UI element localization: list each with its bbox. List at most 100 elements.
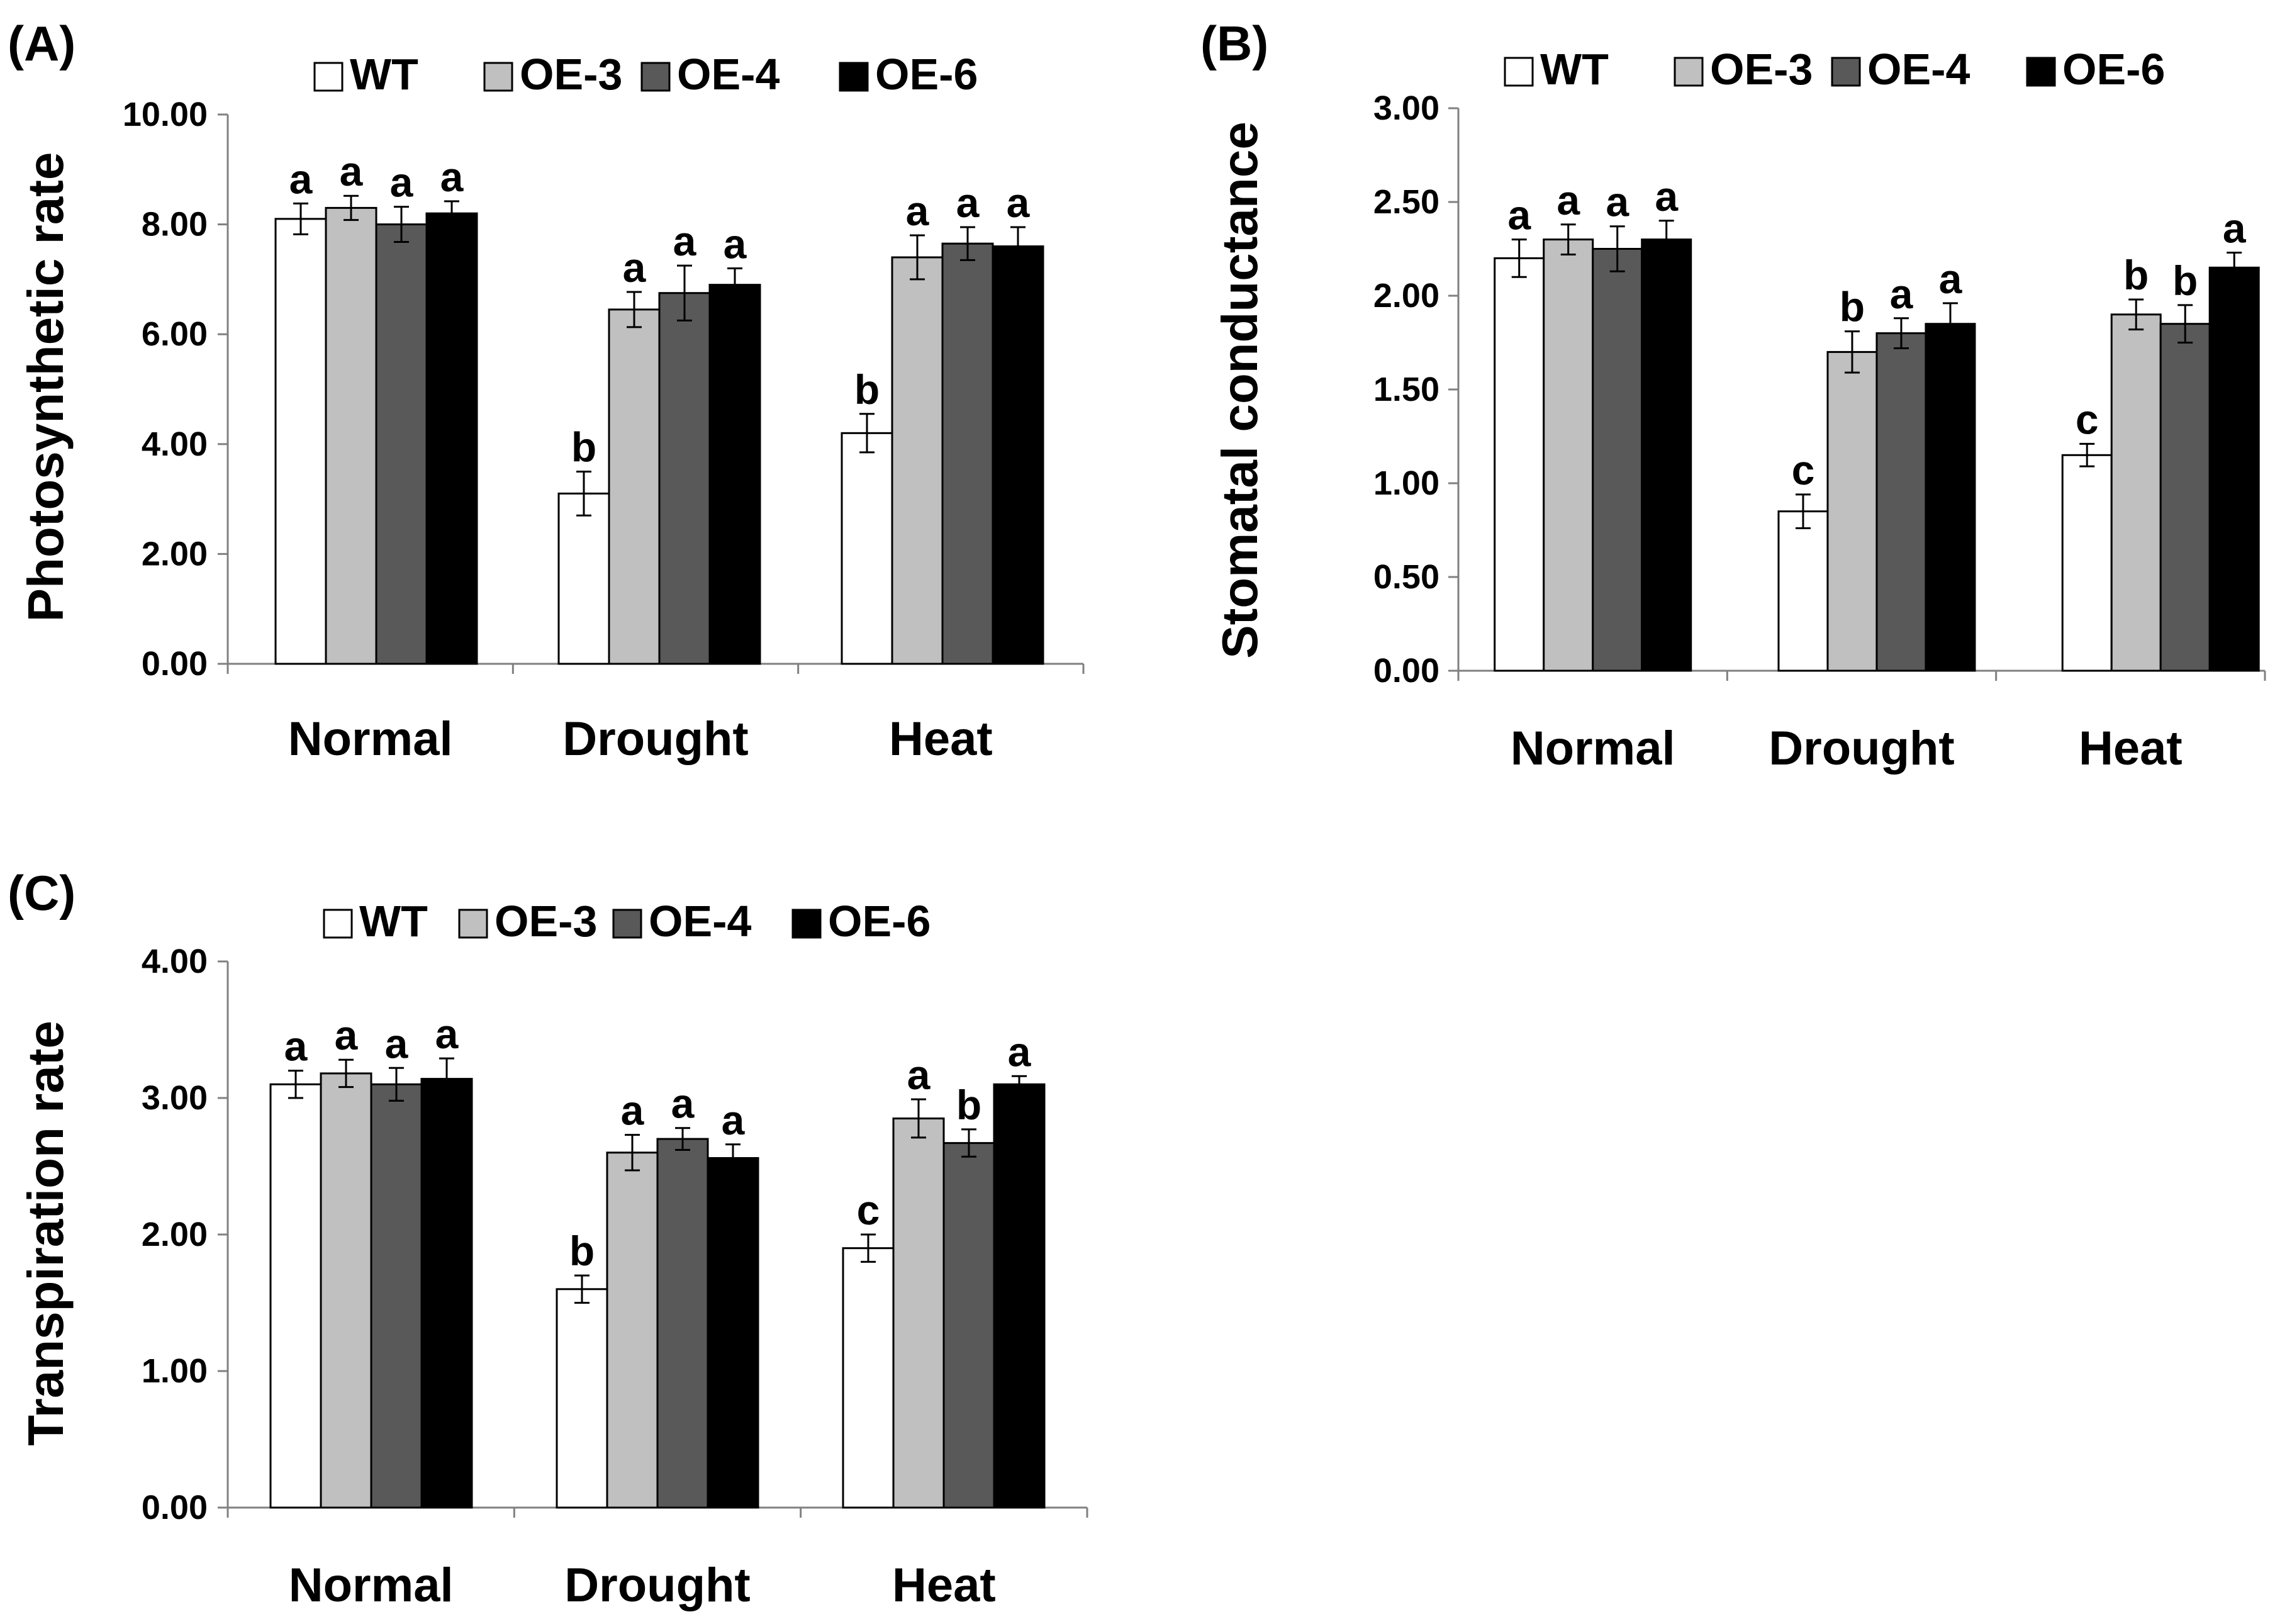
significance-letter: a: [385, 1020, 409, 1067]
y-tick-label: 2.00: [142, 1216, 208, 1253]
significance-letter: a: [1939, 255, 1963, 302]
y-tick-label: 0.50: [1373, 558, 1439, 596]
significance-letter: a: [1507, 192, 1531, 238]
legend-swatch: [1674, 57, 1704, 87]
panel-b: (B) Stomatal conductance WT OE-3 OE-4 OE-6 …: [1200, 16, 2266, 775]
significance-letter: b: [1840, 284, 1865, 330]
annotations: a a a acb a acb ba: [1507, 173, 2247, 493]
y-tick-label: 1.50: [1373, 371, 1439, 408]
y-tick-label: 3.00: [1373, 89, 1439, 127]
legend-swatch: [323, 909, 353, 939]
significance-letter: a: [907, 1051, 931, 1098]
significance-letter: a: [2223, 204, 2247, 251]
bar: [375, 223, 428, 665]
bar: [1641, 238, 1692, 672]
legend-swatch: [1504, 57, 1534, 87]
bar: [1494, 257, 1545, 672]
bar: [2208, 266, 2260, 672]
significance-letter: a: [1655, 173, 1679, 220]
y-tick-label: 4.00: [142, 943, 208, 980]
legend-label: OE-4: [677, 50, 780, 99]
bar: [707, 1156, 759, 1509]
panel-c: (C) Transpiration rate WT OE-3 OE-4 OE-6 0.…: [8, 865, 1088, 1612]
category-label: Drought: [1769, 722, 1954, 775]
category-label: Drought: [564, 1559, 750, 1612]
panel-label: (C): [8, 865, 75, 921]
bar: [1925, 323, 1976, 672]
y-tick-label: 3.00: [142, 1079, 208, 1117]
significance-letter: a: [340, 148, 364, 194]
legend-swatch: [612, 909, 642, 939]
y-tick-label: 2.00: [1373, 277, 1439, 315]
significance-letter: b: [854, 366, 880, 413]
bar: [892, 1117, 945, 1509]
significance-letter: a: [335, 1012, 359, 1058]
legend-label: OE-3: [520, 50, 622, 99]
bar: [274, 218, 327, 665]
legend-label: WT: [350, 50, 418, 99]
legend-swatch: [640, 62, 671, 92]
significance-letter: b: [2123, 252, 2149, 298]
bars: [269, 1057, 1046, 1509]
legend-label: OE-4: [649, 897, 751, 946]
significance-letter: a: [435, 1011, 459, 1057]
panel-label: (B): [1200, 16, 1268, 71]
significance-letter: a: [956, 179, 980, 226]
significance-letter: a: [1890, 271, 1914, 317]
category-label: Heat: [2079, 722, 2183, 775]
y-tick-label: 1.00: [142, 1352, 208, 1390]
panel-a: (A) Photosynthetic rate WT OE-3 OE-4 OE-6 0…: [8, 16, 1085, 766]
bar: [370, 1083, 423, 1509]
significance-letter: a: [673, 218, 697, 264]
bars: [1494, 220, 2260, 672]
legend-label: OE-3: [1710, 45, 1813, 94]
bar: [891, 256, 944, 665]
y-tick-label: 10.00: [123, 96, 208, 133]
significance-letter: a: [1606, 179, 1629, 225]
bar: [606, 1151, 659, 1509]
bar: [658, 292, 711, 665]
bar: [269, 1083, 322, 1509]
significance-letter: a: [390, 159, 414, 206]
y-tick-label: 2.00: [142, 535, 208, 573]
significance-letter: a: [289, 155, 313, 202]
bar: [941, 242, 994, 665]
bar: [942, 1142, 995, 1509]
panel-label: (A): [8, 16, 75, 71]
bar: [325, 206, 377, 665]
bar: [1875, 332, 1927, 672]
significance-letter: a: [623, 244, 647, 291]
bar: [608, 308, 661, 665]
significance-letter: a: [284, 1023, 308, 1070]
legend-label: OE-6: [2062, 45, 2165, 94]
legend-label: OE-6: [828, 897, 931, 946]
bar: [1777, 510, 1829, 672]
category-label: Normal: [1511, 722, 1675, 775]
legend-swatch: [458, 909, 488, 939]
legend-swatch: [313, 62, 344, 92]
y-axis-label: Stomatal conductance: [1212, 121, 1268, 659]
bar: [320, 1072, 372, 1509]
significance-letter: a: [724, 220, 747, 267]
y-tick-label: 0.00: [142, 1489, 208, 1526]
legend-label: WT: [1540, 45, 1609, 94]
y-tick-label: 8.00: [142, 206, 208, 244]
significance-letter: a: [1007, 179, 1031, 226]
axes: 0.00 0.50 1.00 1.50 2.00 2.50 3.00 Normal Drough…: [1373, 89, 2266, 775]
bar: [841, 432, 893, 665]
bar: [557, 492, 610, 665]
y-axis-label: Transpiration rate: [18, 1021, 74, 1446]
bar: [993, 1083, 1046, 1509]
y-axis-label: Photosynthetic rate: [18, 152, 74, 622]
significance-letter: a: [1557, 177, 1580, 223]
y-tick-label: 0.00: [142, 645, 208, 683]
significance-letter: a: [671, 1080, 695, 1127]
significance-letter: b: [2172, 257, 2198, 304]
significance-letter: c: [857, 1187, 880, 1233]
y-tick-label: 4.00: [142, 425, 208, 463]
category-label: Normal: [288, 712, 453, 766]
significance-letter: b: [571, 423, 596, 470]
significance-letter: c: [1792, 447, 1815, 493]
bar: [1592, 248, 1643, 672]
